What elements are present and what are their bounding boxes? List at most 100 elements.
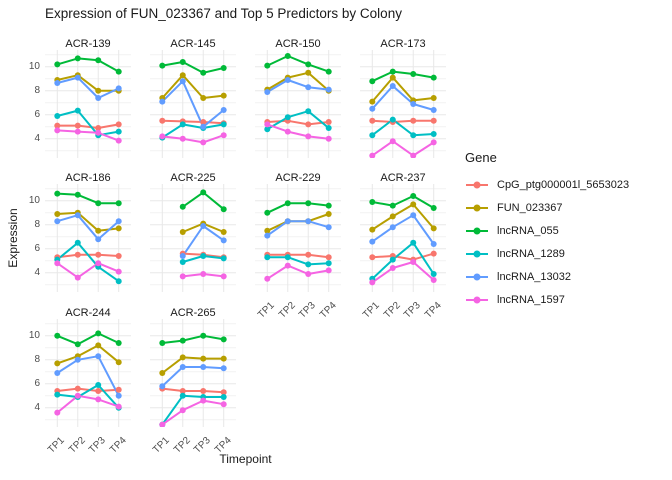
data-point bbox=[264, 121, 271, 128]
data-point bbox=[54, 127, 61, 134]
data-point bbox=[115, 85, 122, 92]
facet-strip-label: ACR-150 bbox=[275, 38, 321, 50]
data-point bbox=[220, 121, 227, 128]
data-point bbox=[410, 193, 417, 199]
data-point bbox=[54, 260, 61, 267]
data-point bbox=[95, 388, 102, 394]
data-point bbox=[264, 62, 271, 69]
data-point bbox=[95, 87, 102, 94]
data-point bbox=[325, 68, 332, 75]
facet-strip-label: ACR-145 bbox=[170, 38, 216, 50]
series-line bbox=[266, 202, 330, 214]
data-point bbox=[284, 262, 291, 269]
data-point bbox=[389, 68, 396, 75]
y-axis-title: Expression bbox=[6, 208, 20, 268]
series-line bbox=[161, 119, 225, 125]
y-tick-label: 6 bbox=[34, 108, 40, 120]
data-point bbox=[115, 218, 122, 225]
data-point bbox=[179, 135, 186, 142]
series-line bbox=[56, 262, 120, 279]
series-line bbox=[266, 256, 330, 266]
data-point bbox=[284, 53, 291, 59]
legend-key-icon bbox=[466, 181, 488, 189]
data-point bbox=[115, 68, 122, 75]
legend-entry: lncRNA_055 bbox=[465, 224, 670, 238]
facet-strip-label: ACR-186 bbox=[65, 172, 111, 184]
data-point bbox=[179, 337, 186, 344]
legend-entry: FUN_023367 bbox=[465, 201, 670, 215]
data-point bbox=[389, 256, 396, 263]
series-line bbox=[371, 214, 435, 245]
data-point bbox=[220, 65, 227, 71]
y-tick-label: 10 bbox=[28, 194, 40, 206]
data-point bbox=[179, 273, 186, 280]
data-point bbox=[264, 89, 271, 95]
data-point bbox=[115, 137, 122, 144]
data-point bbox=[369, 98, 376, 105]
data-point bbox=[410, 132, 417, 139]
facet-strip-label: ACR-237 bbox=[380, 172, 426, 184]
data-point bbox=[369, 226, 376, 233]
data-point bbox=[159, 62, 166, 69]
series-line bbox=[161, 123, 225, 139]
data-point bbox=[264, 254, 271, 261]
series-line bbox=[56, 74, 120, 92]
legend-entry-label: CpG_ptg000001l_5653023 bbox=[497, 179, 630, 191]
data-point bbox=[220, 394, 227, 400]
data-point bbox=[389, 74, 396, 81]
data-point bbox=[179, 229, 186, 235]
series-line bbox=[56, 332, 120, 346]
facet-panel bbox=[45, 319, 131, 427]
legend-entry: CpG_ptg000001l_5653023 bbox=[465, 178, 670, 192]
series-line bbox=[371, 140, 435, 157]
data-point bbox=[179, 388, 186, 394]
y-tick-label: 4 bbox=[34, 401, 40, 413]
data-point bbox=[95, 200, 102, 207]
data-point bbox=[325, 119, 332, 125]
data-point bbox=[305, 61, 312, 68]
data-point bbox=[200, 119, 207, 125]
legend-entry-label: lncRNA_055 bbox=[497, 225, 559, 237]
data-point bbox=[410, 71, 417, 77]
data-point bbox=[115, 200, 122, 207]
data-point bbox=[54, 332, 61, 339]
data-point bbox=[74, 212, 81, 219]
data-point bbox=[220, 206, 227, 213]
data-point bbox=[430, 95, 437, 101]
data-point bbox=[369, 254, 376, 261]
data-point bbox=[200, 397, 207, 404]
facet-panel bbox=[45, 50, 131, 158]
plot-title: Expression of FUN_023367 and Top 5 Predi… bbox=[45, 6, 402, 21]
legend-title: Gene bbox=[465, 150, 497, 165]
data-point bbox=[430, 205, 437, 211]
series-line bbox=[56, 241, 120, 283]
data-point bbox=[179, 59, 186, 65]
data-point bbox=[220, 389, 227, 396]
series-line bbox=[266, 123, 330, 140]
data-point bbox=[200, 223, 207, 229]
legend-key-icon bbox=[466, 273, 488, 281]
data-point bbox=[179, 253, 186, 259]
series-line bbox=[161, 387, 225, 394]
data-point bbox=[389, 83, 396, 89]
data-point bbox=[389, 116, 396, 123]
data-point bbox=[220, 273, 227, 280]
series-line bbox=[371, 70, 435, 83]
legend-key-icon bbox=[466, 296, 488, 304]
data-point bbox=[305, 108, 312, 115]
data-point bbox=[220, 336, 227, 343]
data-point bbox=[430, 250, 437, 257]
data-point bbox=[305, 133, 312, 140]
legend-entry: lncRNA_13032 bbox=[465, 270, 670, 284]
facet-panel bbox=[360, 50, 446, 158]
data-point bbox=[74, 107, 81, 114]
data-point bbox=[369, 238, 376, 245]
series-line bbox=[161, 366, 225, 388]
data-point bbox=[95, 227, 102, 234]
data-point bbox=[74, 191, 81, 198]
data-point bbox=[54, 211, 61, 217]
data-point bbox=[115, 225, 122, 232]
data-point bbox=[179, 121, 186, 128]
data-point bbox=[179, 78, 186, 85]
